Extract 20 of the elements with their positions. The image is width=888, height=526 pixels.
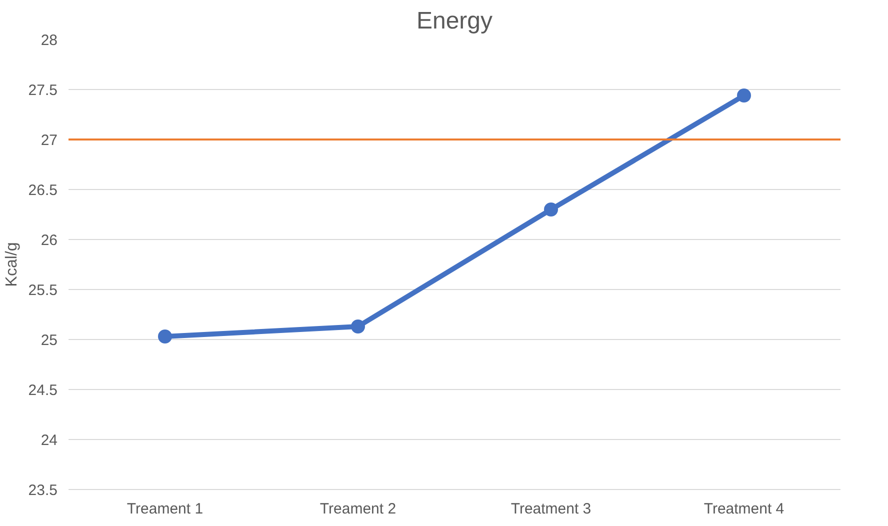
point [158,330,172,344]
x-tick-label: Treament 2 [320,500,396,518]
y-tick-label: 27.5 [28,82,58,99]
y-tick-label: 25.5 [28,282,58,299]
point [737,88,751,102]
point [351,320,365,334]
y-tick-label: 24.5 [28,382,58,399]
y-tick-label: 27 [40,132,58,149]
y-tick-label: 26 [40,232,58,249]
y-tick-label: 24 [40,432,58,449]
y-axis-title: Kcal/g [3,242,20,287]
y-tick-label: 28 [40,32,58,49]
x-tick-label: Treatment 4 [704,500,784,518]
x-tick-label: Treatment 3 [510,500,592,518]
y-tick-label: 25 [40,332,58,349]
chart-title: Energy [416,8,493,34]
point [544,202,558,216]
y-tick-label: 23.5 [28,482,58,499]
x-tick-label: Treament 1 [126,500,204,518]
y-tick-label: 26.5 [28,182,58,199]
